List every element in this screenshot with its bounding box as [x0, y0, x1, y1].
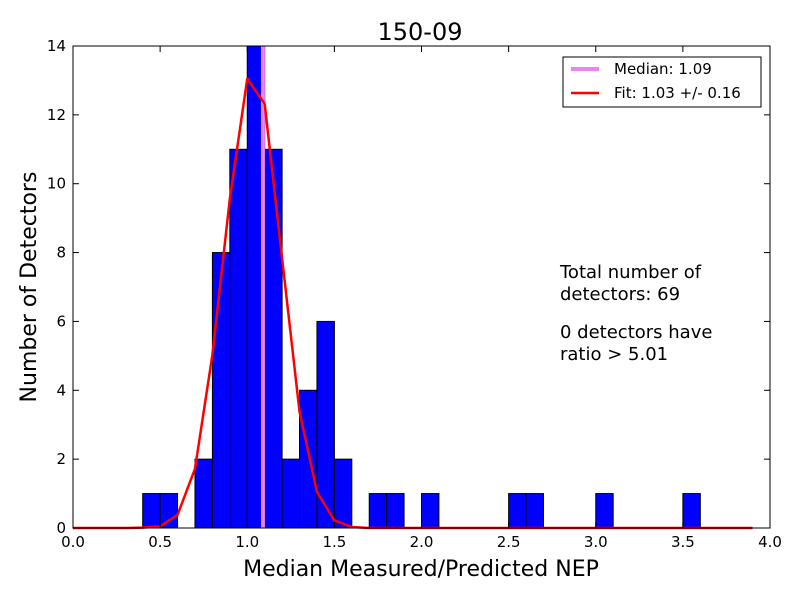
histogram-bar-10	[333, 458, 353, 529]
histogram-bar-12	[386, 493, 405, 529]
annotation-total-line-2: detectors: 69	[560, 284, 680, 305]
x-tick-label-8: 4.0	[758, 533, 782, 551]
histogram-bar-14	[508, 493, 527, 529]
histogram-bar-6	[264, 148, 283, 529]
histogram-bar-2	[194, 458, 213, 529]
histogram-bar-17	[682, 493, 701, 529]
legend-box	[562, 56, 762, 108]
histogram-bar-0	[142, 493, 161, 529]
x-tick-label-2: 1.0	[235, 533, 259, 551]
y-tick-label-4: 8	[56, 244, 66, 262]
y-tick-label-0: 0	[56, 519, 66, 537]
annotation-ratio-line-1: 0 detectors have	[560, 322, 712, 343]
x-tick-label-3: 1.5	[322, 533, 346, 551]
x-tick-label-4: 2.0	[410, 533, 434, 551]
histogram-bar-11	[368, 493, 388, 529]
x-axis-label: Median Measured/Predicted NEP	[243, 557, 599, 582]
x-tick-label-5: 2.5	[497, 533, 521, 551]
annotation-ratio-line-2: ratio > 5.01	[560, 344, 668, 365]
histogram-bar-15	[525, 493, 544, 529]
histogram-bars	[142, 45, 701, 529]
chart-title: 150-09	[377, 18, 462, 46]
x-tick-label-1: 0.5	[148, 533, 172, 551]
legend-fit-label: Fit: 1.03 +/- 0.16	[614, 84, 741, 102]
histogram-bar-8	[299, 389, 318, 529]
histogram-bar-1	[159, 493, 179, 529]
y-axis-label: Number of Detectors	[17, 172, 42, 403]
y-tick-label-1: 2	[56, 450, 66, 468]
y-tick-label-6: 12	[47, 106, 66, 124]
x-tick-label-0: 0.0	[61, 533, 85, 551]
histogram-bar-13	[421, 493, 440, 529]
y-tick-label-7: 14	[47, 37, 66, 55]
axis-ticks: 0.0 0.5 1.0 1.5 2.0 2.5 3.0 3.5 4.0 0 2 4 6 8 10 12 14	[47, 37, 782, 551]
y-tick-label-3: 6	[56, 312, 66, 330]
histogram-bar-3	[211, 252, 231, 529]
annotation-ratio: 0 detectors have ratio > 5.01	[560, 322, 712, 365]
legend: Median: 1.09 Fit: 1.03 +/- 0.16	[562, 56, 762, 108]
y-tick-label-2: 4	[56, 381, 66, 399]
histogram-bar-7	[281, 458, 301, 529]
histogram-bar-16	[595, 493, 614, 529]
histogram-bar-4	[229, 148, 248, 529]
annotation-total: Total number of detectors: 69	[559, 262, 702, 305]
y-tick-label-5: 10	[47, 175, 66, 193]
x-tick-label-6: 3.0	[584, 533, 608, 551]
annotation-total-line-1: Total number of	[559, 262, 702, 283]
x-tick-label-7: 3.5	[671, 533, 695, 551]
legend-median-label: Median: 1.09	[614, 60, 712, 78]
